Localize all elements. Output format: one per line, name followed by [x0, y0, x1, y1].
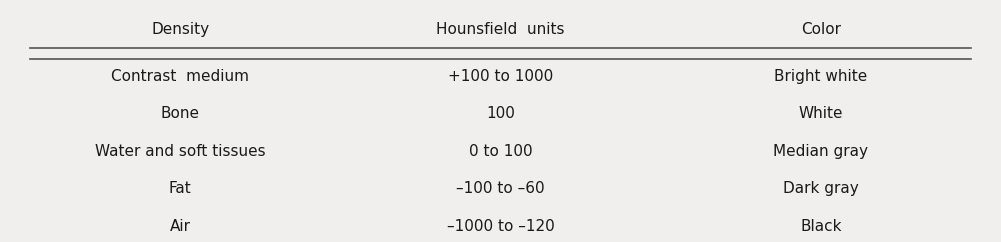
Text: –1000 to –120: –1000 to –120 [446, 219, 555, 234]
Text: 100: 100 [486, 106, 515, 121]
Text: Hounsfield  units: Hounsfield units [436, 22, 565, 37]
Text: Black: Black [800, 219, 842, 234]
Text: Contrast  medium: Contrast medium [111, 69, 249, 84]
Text: White: White [799, 106, 843, 121]
Text: Bone: Bone [161, 106, 199, 121]
Text: Fat: Fat [169, 181, 191, 196]
Text: Median gray: Median gray [774, 144, 868, 159]
Text: Color: Color [801, 22, 841, 37]
Text: Air: Air [170, 219, 190, 234]
Text: Density: Density [151, 22, 209, 37]
Text: Dark gray: Dark gray [783, 181, 859, 196]
Text: +100 to 1000: +100 to 1000 [447, 69, 554, 84]
Text: Bright white: Bright white [774, 69, 868, 84]
Text: 0 to 100: 0 to 100 [468, 144, 533, 159]
Text: Water and soft tissues: Water and soft tissues [95, 144, 265, 159]
Text: –100 to –60: –100 to –60 [456, 181, 545, 196]
